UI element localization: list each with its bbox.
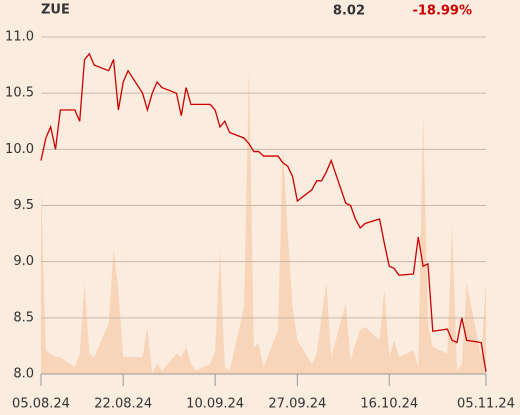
y-tick-label: 9.0 bbox=[13, 254, 34, 269]
y-tick-label: 8.0 bbox=[13, 367, 34, 382]
last-price: 8.02 bbox=[333, 4, 365, 19]
price-line bbox=[40, 52, 487, 372]
change: -18.99% bbox=[412, 4, 472, 19]
symbol: ZUE bbox=[41, 3, 70, 18]
volume-area bbox=[41, 63, 486, 375]
y-tick-label: 8.5 bbox=[13, 310, 34, 325]
x-tick-label: 27.09.24 bbox=[268, 397, 326, 412]
y-tick-label: 9.5 bbox=[13, 198, 34, 213]
y-tick-label: 10.5 bbox=[5, 86, 34, 101]
x-tick-label: 05.11.24 bbox=[457, 397, 515, 412]
x-tick-label: 22.08.24 bbox=[94, 397, 152, 412]
x-tick-label: 05.08.24 bbox=[12, 397, 70, 412]
x-tick-label: 16.10.24 bbox=[360, 397, 418, 412]
x-tick-label: 10.09.24 bbox=[186, 397, 244, 412]
y-tick-label: 11.0 bbox=[5, 30, 34, 45]
y-tick-label: 10.0 bbox=[5, 142, 34, 157]
